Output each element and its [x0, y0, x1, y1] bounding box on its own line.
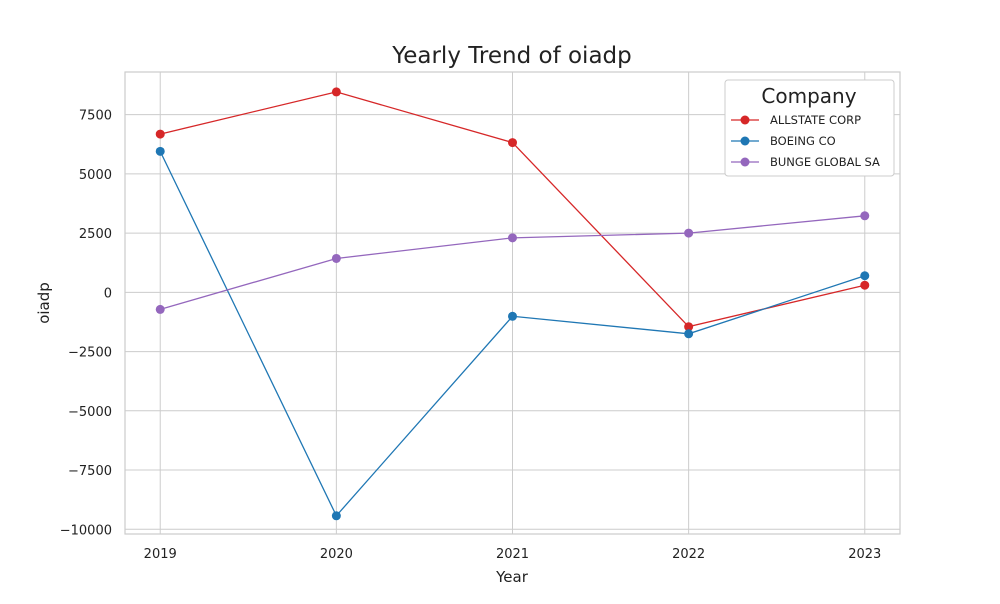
series-layer: [155, 87, 870, 521]
y-tick-label: 0: [104, 286, 112, 301]
legend-entry: BUNGE GLOBAL SA: [731, 155, 880, 169]
data-point: [155, 304, 165, 314]
data-point: [508, 138, 517, 148]
data-point: [155, 146, 165, 156]
data-point: [508, 233, 517, 243]
series-bunge-global-sa: [155, 211, 870, 314]
legend-marker: [740, 115, 750, 125]
legend-marker: [740, 157, 750, 167]
data-point: [684, 322, 694, 332]
data-point: [860, 211, 870, 221]
x-tick-label: 2023: [848, 547, 881, 562]
x-tick-label: 2020: [320, 547, 353, 562]
plot-frame: [124, 71, 901, 535]
data-point: [331, 253, 341, 263]
y-tick-label: 7500: [79, 109, 112, 124]
x-axis-label: Year: [495, 568, 529, 586]
data-point: [331, 511, 341, 521]
y-tick-label: −10000: [60, 523, 112, 538]
y-tick-label: 2500: [79, 227, 112, 242]
legend-title: Company: [761, 84, 856, 108]
data-point: [331, 87, 341, 97]
y-tick-label: 5000: [79, 168, 112, 183]
x-tick-label: 2021: [496, 547, 529, 562]
legend-marker: [740, 136, 750, 146]
y-axis-label: oiadp: [35, 282, 53, 324]
tick-layer: 2019 2020 2021 2022 2023 −10000 −7500 −5000 −250…: [60, 109, 882, 562]
grid-layer: [125, 72, 900, 534]
y-tick-label: −2500: [68, 346, 112, 361]
legend-label: BOEING CO: [770, 134, 836, 148]
series-allstate-corp: [155, 87, 870, 332]
data-point: [508, 311, 517, 321]
x-tick-label: 2019: [144, 547, 177, 562]
x-tick-label: 2022: [672, 547, 705, 562]
data-point: [684, 329, 694, 339]
y-tick-label: −5000: [68, 405, 112, 420]
y-tick-label: −7500: [68, 464, 112, 479]
legend: Company ALLSTATE CORP BOEING CO BUNGE GLOB…: [724, 79, 895, 177]
data-point: [860, 271, 870, 281]
data-point: [155, 129, 165, 139]
legend-entry: ALLSTATE CORP: [731, 113, 861, 127]
legend-entries: ALLSTATE CORP BOEING CO BUNGE GLOBAL SA: [731, 113, 880, 169]
chart-title: Yearly Trend of oiadp: [391, 43, 632, 69]
data-point: [860, 280, 870, 290]
data-point: [684, 228, 694, 238]
legend-label: BUNGE GLOBAL SA: [770, 155, 880, 169]
series-boeing-co: [155, 146, 870, 521]
legend-entry: BOEING CO: [731, 134, 836, 148]
legend-label: ALLSTATE CORP: [770, 113, 861, 127]
legend-box: [724, 79, 895, 177]
